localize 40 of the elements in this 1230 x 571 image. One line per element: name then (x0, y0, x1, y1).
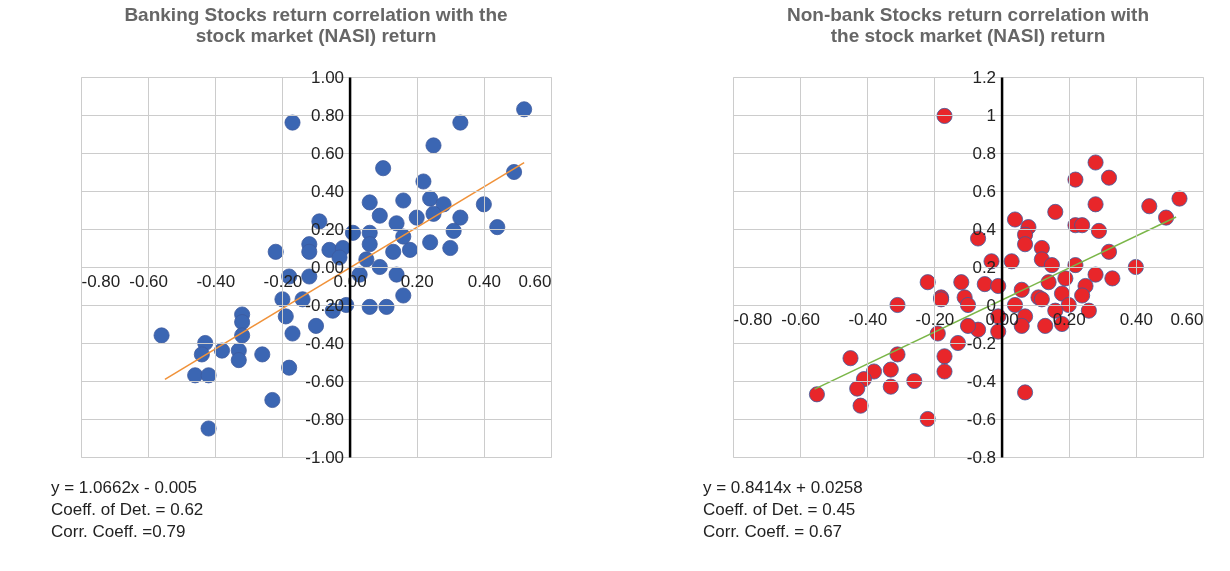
chart-title: Banking Stocks return correlation with the stock market (NASI) return (124, 4, 508, 46)
chart-title: Non-bank Stocks return correlation with the stock market (NASI) return (786, 4, 1150, 46)
y-tick-label: 0.60 (310, 143, 345, 163)
y-tick-label: 0.8 (972, 143, 997, 163)
y-tick-label: -0.8 (966, 447, 997, 467)
x-tick-label: -0.40 (196, 271, 236, 291)
x-tick-label: 0.60 (518, 271, 552, 291)
x-tick-label: 0.60 (1170, 309, 1204, 329)
y-tick-label: 0.20 (310, 219, 345, 239)
x-tick-label: 0.20 (400, 271, 434, 291)
text: Corr. Coeff. =0.79 (51, 522, 186, 541)
y-tick-label: -0.60 (305, 371, 345, 391)
y-tick-label: 1 (986, 105, 997, 125)
x-tick-label: -0.80 (81, 271, 121, 291)
x-tick-label: 0.40 (467, 271, 501, 291)
y-tick-label: -0.6 (966, 409, 997, 429)
text: Corr. Coeff. = 0.67 (703, 522, 843, 541)
x-tick-label: -0.80 (733, 309, 773, 329)
x-tick-label: -0.60 (781, 309, 821, 329)
text: Coeff. of Det. = 0.45 (703, 500, 856, 519)
x-tick-label: -0.20 (915, 309, 955, 329)
y-tick-label: 0.6 (972, 181, 997, 201)
text: y = 1.0662x - 0.005 (51, 478, 198, 497)
y-tick-label: 0.2 (972, 257, 997, 277)
y-tick-label: 1.00 (310, 67, 345, 87)
x-tick-label: 0.40 (1119, 309, 1153, 329)
x-tick-label: -0.20 (263, 271, 303, 291)
y-tick-label: 0.80 (310, 105, 345, 125)
y-tick-label: -0.80 (305, 409, 345, 429)
x-tick-label: -0.60 (129, 271, 169, 291)
y-tick-label: 1.2 (972, 67, 997, 87)
text: Coeff. of Det. = 0.62 (51, 500, 204, 519)
x-tick-label: -0.40 (848, 309, 888, 329)
y-tick-label: 0.4 (972, 219, 997, 239)
y-tick-label: -0.40 (305, 333, 345, 353)
y-tick-label: 0.40 (310, 181, 345, 201)
text: y = 0.8414x + 0.0258 (703, 478, 863, 497)
y-tick-label: -0.2 (966, 333, 997, 353)
y-tick-label: -0.4 (966, 371, 997, 391)
y-tick-label: -1.00 (305, 447, 345, 467)
